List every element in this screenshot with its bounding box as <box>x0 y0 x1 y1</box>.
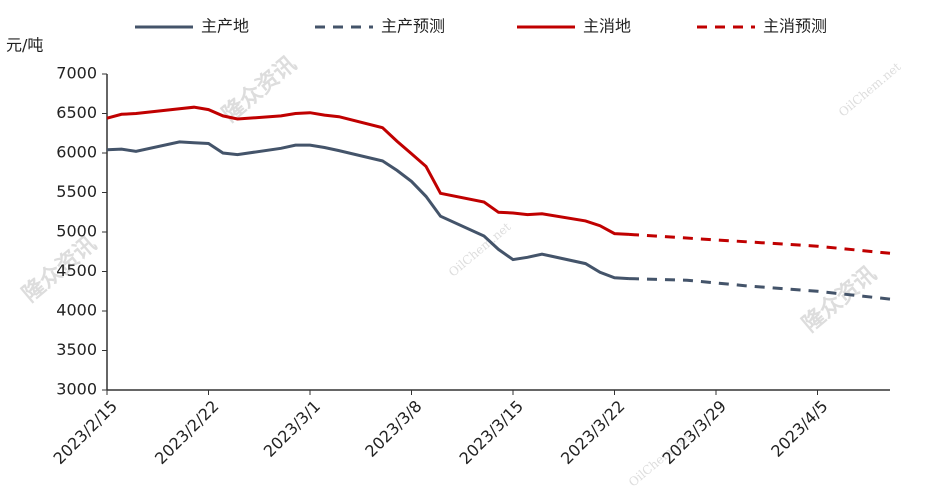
series-line <box>106 140 630 281</box>
x-tick-label: 2023/3/15 <box>456 397 527 468</box>
y-tick-label: 3500 <box>56 340 97 359</box>
watermark: OilChem.net <box>836 60 904 120</box>
x-tick-label: 2023/2/15 <box>50 397 121 468</box>
y-tick-label: 6500 <box>56 103 97 122</box>
y-tick-label: 4000 <box>56 301 97 320</box>
series-line <box>106 105 630 236</box>
y-tick-label: 6000 <box>56 143 97 162</box>
x-tick-label: 2023/3/1 <box>260 397 324 461</box>
series-line <box>628 277 891 301</box>
x-tick-label: 2023/3/8 <box>361 397 425 461</box>
x-tick-label: 2023/3/29 <box>659 397 730 468</box>
y-tick-label: 5000 <box>56 222 97 241</box>
x-tick-label: 2023/2/22 <box>151 397 222 468</box>
watermark: OilChem.net <box>446 220 514 280</box>
y-tick-label: 3000 <box>56 380 97 399</box>
y-tick-label: 5500 <box>56 182 97 201</box>
y-axis-label: 元/吨 <box>6 36 43 55</box>
y-tick-label: 4500 <box>56 261 97 280</box>
legend-label: 主消预测 <box>763 17 827 36</box>
series-line <box>628 232 891 255</box>
legend-label: 主产地 <box>201 17 249 36</box>
x-tick-label: 2023/4/5 <box>767 397 831 461</box>
legend-label: 主产预测 <box>381 17 445 36</box>
y-tick-label: 7000 <box>56 64 97 83</box>
x-tick-label: 2023/3/22 <box>557 397 628 468</box>
legend-label: 主消地 <box>583 17 631 36</box>
watermark: 隆众资讯 <box>798 262 881 338</box>
